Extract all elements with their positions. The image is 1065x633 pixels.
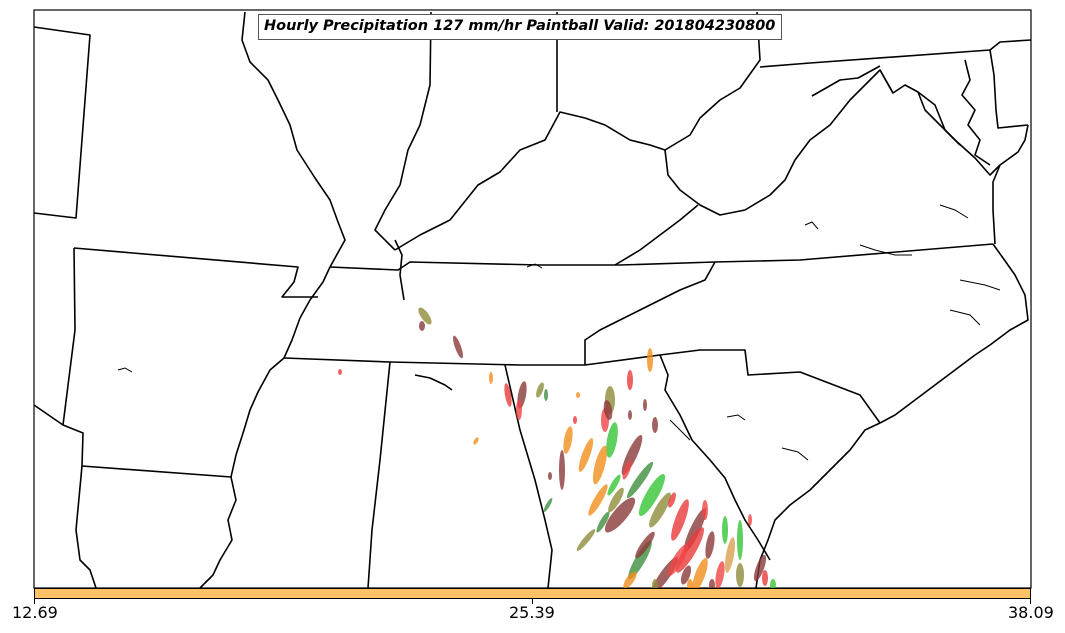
paintball-blob: [668, 492, 676, 508]
border-georgia-sc: [659, 354, 771, 561]
paintball-blob: [623, 571, 637, 589]
border-missouri-west: [33, 26, 91, 219]
colorbar-tick-min: [34, 599, 35, 604]
paintball-blob: [548, 472, 552, 480]
nc-coast: [879, 243, 1029, 424]
border-tennessee-south: [283, 354, 661, 366]
paintball-blob: [578, 438, 594, 472]
paintball-blob: [628, 410, 632, 420]
colorbar-label-mid: 25.39: [509, 603, 555, 622]
border-missouri-south: [73, 247, 318, 298]
paintball-blob: [692, 557, 708, 593]
paintball-blob: [604, 497, 636, 533]
paintball-blob: [626, 461, 654, 499]
paintball-blob: [635, 531, 655, 559]
paintball-blob: [608, 487, 624, 513]
paintball-blob: [724, 537, 736, 573]
paintball-blob: [643, 399, 647, 411]
paintball-blob: [473, 437, 479, 445]
paintball-blob: [607, 474, 621, 496]
paintball-blob: [543, 498, 553, 512]
colorbar-label-max: 38.09: [1008, 603, 1054, 622]
minor-water-features: [117, 204, 1001, 461]
paintball-blob: [676, 527, 704, 573]
paintball-blob: [705, 531, 715, 559]
paintball-blob: [762, 570, 768, 586]
paintball-blob: [649, 492, 671, 528]
paintball-blob: [419, 321, 425, 331]
paintball-blob: [606, 422, 618, 458]
border-maryland-va-potomac: [917, 91, 1001, 176]
paintball-blob: [489, 372, 493, 384]
paintball-blob: [652, 417, 658, 433]
state-boundaries: [33, 11, 1032, 589]
paintball-blob: [504, 383, 512, 407]
paintball-blob: [671, 499, 689, 541]
border-arkansas-west: [62, 247, 76, 426]
paintball-blob: [715, 561, 725, 589]
colorbar-label-min: 12.69: [12, 603, 58, 622]
border-kentucky-wv: [664, 69, 894, 216]
paintball-blob: [603, 400, 613, 420]
border-oklahoma-texas: [33, 404, 232, 478]
border-alabama-georgia: [504, 364, 553, 589]
border-illinois-indiana: [374, 11, 432, 251]
paintball-precip-layer: [338, 307, 776, 594]
paintball-blob: [536, 382, 544, 398]
paintball-blob: [418, 307, 432, 325]
lake-marks: [414, 374, 453, 391]
paintball-blob: [753, 554, 767, 582]
paintball-blob: [722, 516, 728, 544]
paintball-blob: [592, 445, 608, 485]
tennessee-river: [394, 239, 405, 301]
border-louisiana-west: [75, 465, 97, 589]
paintball-blob: [668, 544, 688, 576]
mississippi-river-north: [299, 266, 331, 319]
border-nc-sc: [659, 349, 881, 424]
border-mississippi-alabama: [367, 361, 391, 589]
chesapeake-bay: [961, 59, 991, 166]
paintball-blob: [748, 514, 752, 526]
paintball-blob: [576, 529, 596, 551]
paintball-blob: [453, 335, 463, 359]
colorbar: [34, 588, 1031, 599]
paintball-blob: [544, 389, 548, 401]
colorbar-tick-max: [1030, 599, 1031, 604]
ohio-river: [394, 11, 761, 251]
sc-ga-coast: [755, 422, 881, 589]
border-tennessee-nc: [584, 261, 716, 365]
border-delaware: [989, 49, 1029, 129]
border-maryland-wv: [811, 65, 881, 97]
border-louisiana-north-river: [199, 476, 237, 589]
paintball-blob: [702, 500, 708, 520]
paintball-blob: [516, 400, 522, 420]
map-frame: [33, 9, 1032, 589]
paintball-blob: [559, 450, 565, 490]
mississippi-river-upper: [230, 317, 301, 478]
delmarva-coast: [992, 124, 1029, 245]
paintball-blob: [737, 520, 743, 560]
paintball-blob: [622, 460, 632, 480]
border-illinois-west: [241, 11, 346, 268]
paintball-blob: [627, 370, 633, 390]
border-kentucky-virginia: [614, 204, 699, 266]
paintball-blob: [596, 511, 610, 533]
paintball-blob: [647, 348, 653, 372]
map-title: Hourly Precipitation 127 mm/hr Paintball…: [258, 14, 783, 40]
paintball-blob: [563, 426, 573, 454]
paintball-blob: [576, 392, 580, 398]
paintball-blob: [588, 484, 608, 516]
paintball-blob: [573, 416, 577, 424]
paintball-blob: [680, 565, 692, 585]
paintball-blob: [338, 369, 342, 375]
paintball-blob: [638, 474, 666, 516]
paintball-blob: [736, 563, 744, 587]
colorbar-tick-mid: [532, 599, 533, 604]
